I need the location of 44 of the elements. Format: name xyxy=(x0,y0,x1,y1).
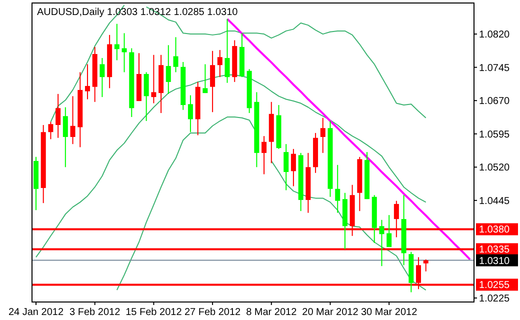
y-tick-label: 1.0595 xyxy=(479,129,510,140)
x-tick-label: 30 Mar 2012 xyxy=(361,307,418,318)
candlestick xyxy=(210,50,216,113)
line-series xyxy=(226,18,471,260)
ref-line-label: 1.0310 xyxy=(479,256,510,267)
ref-line-label: 1.0380 xyxy=(479,224,510,236)
candlestick xyxy=(84,64,90,100)
candlestick xyxy=(188,94,193,133)
y-tick-label: 1.0820 xyxy=(479,30,510,41)
x-tick-label: 15 Feb 2012 xyxy=(126,307,182,318)
candlestick xyxy=(262,136,267,175)
candlestick xyxy=(423,258,428,272)
candlestick xyxy=(56,93,61,138)
y-tick-label: 1.0745 xyxy=(479,62,510,74)
candlestick xyxy=(379,219,384,267)
ref-line-label: 1.0335 xyxy=(479,244,510,256)
candlestick xyxy=(151,54,156,104)
ref-line-label: 1.0255 xyxy=(479,280,510,292)
y-tick-label: 1.0445 xyxy=(479,196,510,207)
candlestick xyxy=(173,36,178,73)
x-tick-label: 27 Feb 2012 xyxy=(184,307,242,318)
x-tick-label: 24 Jan 2012 xyxy=(8,307,64,318)
y-tick-label: 1.0225 xyxy=(479,294,510,305)
candlestick xyxy=(62,106,68,168)
y-tick-label: 1.0670 xyxy=(479,96,510,108)
candlestick xyxy=(166,44,171,94)
candlestick xyxy=(122,32,127,73)
candlestick xyxy=(320,117,326,154)
y-tick-label: 1.0520 xyxy=(479,162,510,174)
candlestick xyxy=(48,121,54,140)
candlestick xyxy=(284,144,289,191)
x-tick-label: 8 Mar 2012 xyxy=(246,307,298,318)
candlestick xyxy=(217,50,222,78)
x-tick-label: 20 Mar 2012 xyxy=(302,307,359,318)
candlestick xyxy=(290,148,296,187)
candlestick xyxy=(386,214,392,248)
candlestick xyxy=(114,23,120,61)
candlestick xyxy=(100,58,105,98)
x-tick-label: 3 Feb 2012 xyxy=(70,307,121,318)
candlestick xyxy=(144,72,149,122)
candlestick xyxy=(224,18,230,84)
candlestick xyxy=(202,64,208,94)
candlestick xyxy=(70,96,76,145)
candlestick xyxy=(335,164,340,214)
